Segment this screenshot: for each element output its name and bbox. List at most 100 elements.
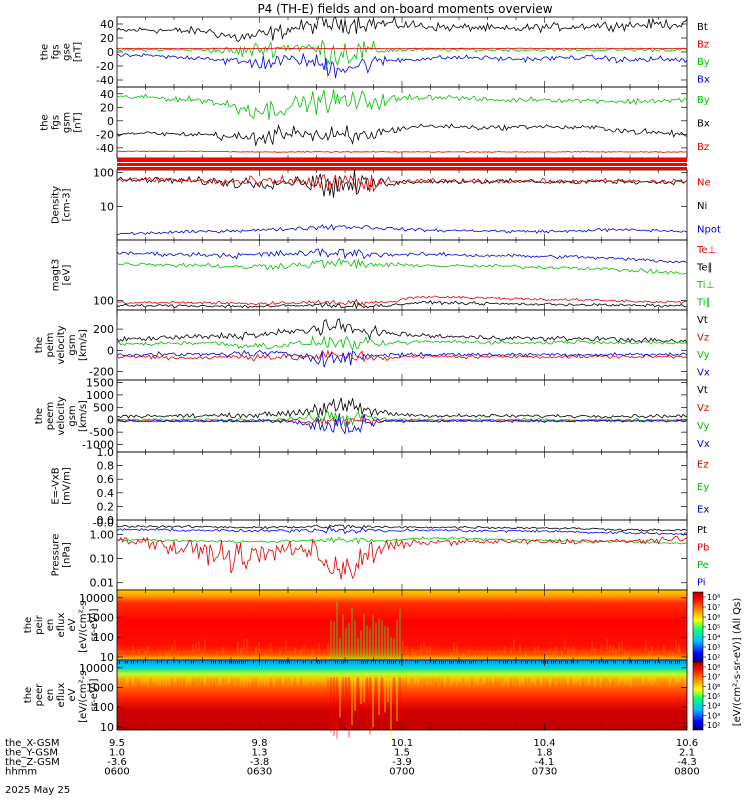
y-tick-label: 100 (93, 167, 114, 180)
legend-Ez: Ez (697, 459, 709, 470)
series-Pt (116, 524, 688, 532)
series-Bz (116, 47, 688, 50)
ephem-value: -4.1 (535, 757, 555, 768)
legend-Vx: Vx (697, 439, 710, 450)
y-tick-label: 0 (107, 344, 114, 357)
plot-title: P4 (TH-E) fields and on-board moments ov… (257, 2, 552, 16)
ephem-label: the_Y-GSM (5, 748, 58, 759)
colorbar-tick: 10⁸ (707, 663, 720, 672)
y-tick-label: 0.8 (97, 460, 115, 473)
legend-Bx: Bx (697, 74, 710, 85)
panel-10: 10000 1000 100 10 the peer en eflux eV [eV/(cm²-s… (23, 659, 688, 740)
y-axis-label: [eV/(cm²-s- (78, 667, 89, 723)
y-tick-label: 40 (100, 88, 114, 101)
colorbar-tick: 10⁷ (707, 673, 720, 682)
colorbar-tick: 10³ (707, 711, 720, 720)
legend-Vt: Vt (697, 315, 708, 326)
colorbar-tick: 10⁷ (707, 603, 720, 612)
panel-frame (116, 309, 688, 381)
legend-Npot: Npot (697, 224, 721, 235)
y-axis-label: Density (51, 186, 62, 224)
panel-frame (116, 16, 688, 88)
y-axis-label: eflux (56, 683, 67, 708)
y-tick-label: 0.2 (97, 500, 115, 513)
series-Vt (116, 318, 688, 344)
legend-Vy: Vy (697, 421, 710, 432)
legend-Ti⊥: Ti⊥ (696, 280, 714, 291)
legend-By: By (697, 95, 710, 106)
y-axis-label: [nT] (73, 112, 84, 132)
y-tick-label: 10 (100, 651, 114, 664)
y-tick-label: -20 (96, 60, 114, 73)
legend-Ey: Ey (697, 482, 709, 493)
series-Bz (116, 150, 687, 153)
ephem-value: 0730 (532, 767, 557, 778)
y-tick-label: 0.4 (97, 487, 115, 500)
series-By (116, 89, 688, 120)
y-axis-label: [km/s] (78, 400, 89, 432)
y-tick-label: 100 (93, 294, 114, 307)
series-Ne (116, 174, 688, 193)
ephem-value: 1.0 (109, 748, 125, 759)
legend-Vt: Vt (697, 385, 708, 396)
y-axis-label: eflux (56, 613, 67, 638)
y-axis-label: E=-VxB (51, 467, 62, 504)
ephem-value: -3.9 (392, 757, 412, 768)
legend-Pi: Pi (697, 577, 706, 588)
colorbar-tick: 10² (707, 653, 720, 662)
colorbar-label: [eV/(cm²-s-sr-eV)] (All Qs) (732, 598, 743, 727)
y-tick-label: 10000 (79, 662, 114, 675)
ephem-value: 9.8 (252, 738, 268, 749)
legend-Vy: Vy (697, 350, 710, 361)
y-axis-label: en (45, 689, 56, 702)
legend-Bz: Bz (697, 142, 709, 153)
y-axis-label: [km/s] (78, 329, 89, 361)
colorbar-tick: 10⁶ (707, 682, 720, 691)
y-axis-label: gsm (62, 112, 73, 133)
series-Te⊥ (116, 295, 688, 307)
ephem-value: 10.6 (676, 738, 698, 749)
y-axis-label: the (23, 687, 34, 703)
legend-Ex: Ex (697, 505, 709, 516)
colorbar-tick: 10⁴ (707, 702, 720, 711)
y-axis-label: peim (45, 332, 56, 357)
legend-Te⊥: Te⊥ (696, 245, 716, 256)
y-axis-label: gsm (67, 334, 78, 355)
y-axis-label: the (23, 617, 34, 633)
y-tick-label: 10 (100, 721, 114, 734)
y-axis-label: [cm-3] (62, 188, 73, 221)
y-tick-label: -40 (96, 74, 114, 87)
y-axis-label: [eV/(cm²-s- (78, 597, 89, 653)
y-axis-label: fgs (51, 44, 62, 59)
y-tick-label: -20 (96, 128, 114, 141)
ephem-label: the_X-GSM (5, 738, 59, 749)
y-axis-label: velocity (56, 325, 67, 364)
y-tick-label: 1000 (86, 389, 114, 402)
series-Te∥ (116, 300, 687, 310)
colorbar-tick: 10⁵ (707, 692, 720, 701)
legend-Vz: Vz (697, 332, 709, 343)
series-Vx (116, 413, 688, 435)
ephem-value: 0600 (104, 767, 129, 778)
legend-Ne: Ne (697, 178, 711, 189)
y-tick-label: 1.0 (97, 446, 115, 459)
y-tick-label: 1000 (86, 682, 114, 695)
panel-5: 200 0 -200 the peim velocity gsm [km/s] Vt Vz Vy Vx (34, 309, 710, 381)
ephemeris-table: the_X-GSM 9.5 9.8 10.1 10.4 10.6 the_Y-GSM 1.0 1… (5, 738, 700, 778)
y-axis-label: velocity (56, 396, 67, 435)
colorbar-tick: 10⁵ (707, 623, 720, 632)
y-tick-label: 1500 (86, 376, 114, 389)
y-axis-label: [mV/m] (62, 467, 73, 505)
y-tick-label: 1000 (86, 612, 114, 625)
y-axis-label: the (40, 114, 51, 130)
y-axis-label: [nPa] (62, 542, 73, 568)
y-tick-label: 1.00 (90, 529, 115, 542)
legend-Ni: Ni (697, 201, 707, 212)
panel-3: 100 10 Density [cm-3] Ne Ni Npot (51, 167, 721, 241)
y-axis-label: the (40, 44, 51, 60)
